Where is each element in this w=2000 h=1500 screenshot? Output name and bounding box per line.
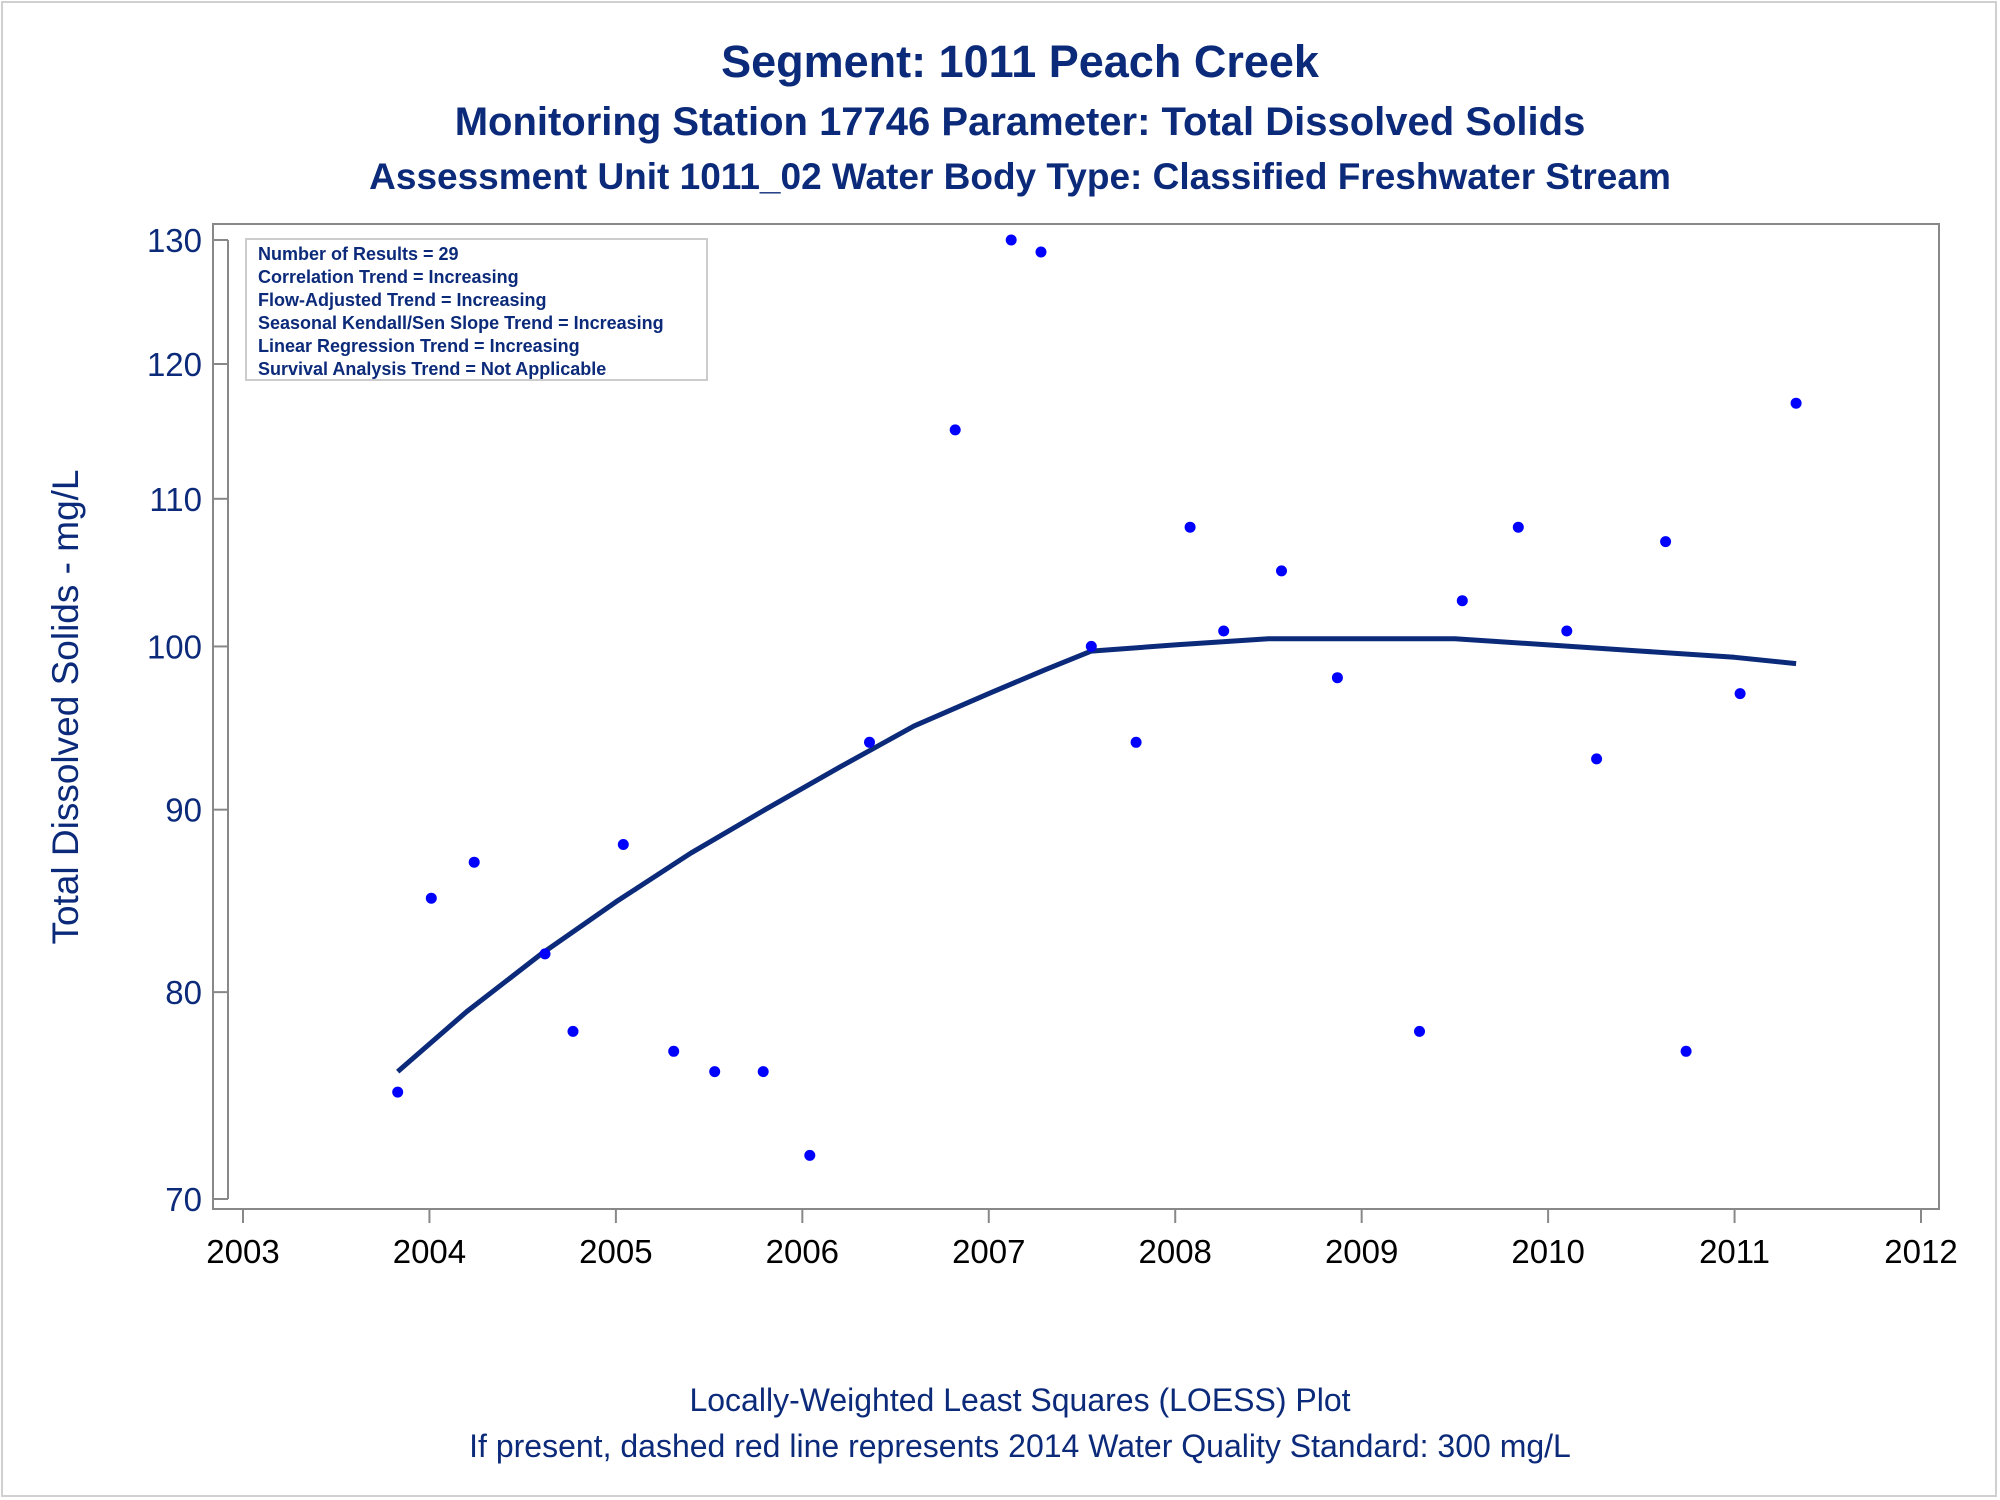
data-point bbox=[617, 839, 629, 850]
x-tick-label: 2008 bbox=[1139, 1233, 1212, 1270]
data-point bbox=[1680, 1045, 1692, 1057]
x-tick-label: 2005 bbox=[579, 1233, 652, 1270]
data-point bbox=[1660, 536, 1672, 548]
y-tick-label: 80 bbox=[165, 974, 202, 1011]
data-point bbox=[1512, 521, 1524, 533]
y-tick-label: 70 bbox=[165, 1181, 202, 1218]
x-axis: 2003 2004 2005 2006 2007 2008 2009 2010 2011 2012 bbox=[206, 1208, 1958, 1270]
data-point bbox=[392, 1086, 404, 1098]
loess-line bbox=[396, 636, 1797, 1074]
info-box-line: Flow-Adjusted Trend = Increasing bbox=[258, 290, 547, 310]
chart-subtitle-station: Monitoring Station 17746 Parameter: Tota… bbox=[454, 100, 1586, 144]
data-point bbox=[1456, 595, 1468, 607]
x-tick-label: 2006 bbox=[766, 1233, 839, 1270]
x-tick-label: 2010 bbox=[1511, 1233, 1584, 1270]
y-tick-label: 100 bbox=[147, 628, 202, 665]
data-point bbox=[668, 1045, 680, 1057]
x-tick-label: 2007 bbox=[952, 1233, 1025, 1270]
data-point bbox=[539, 948, 551, 960]
data-point bbox=[1005, 234, 1017, 246]
y-axis-label: Total Dissolved Solids - mg/L bbox=[45, 469, 86, 944]
x-tick-label: 2012 bbox=[1884, 1233, 1957, 1270]
data-point bbox=[425, 892, 437, 904]
data-point bbox=[1331, 672, 1343, 684]
info-box-line: Seasonal Kendall/Sen Slope Trend = Incre… bbox=[258, 313, 664, 333]
footnote-standard: If present, dashed red line represents 2… bbox=[469, 1428, 1571, 1464]
chart-title: Segment: 1011 Peach Creek bbox=[721, 36, 1319, 87]
data-point bbox=[757, 1066, 769, 1078]
data-point bbox=[1218, 625, 1230, 637]
x-tick-label: 2009 bbox=[1325, 1233, 1398, 1270]
data-points bbox=[392, 234, 1802, 1161]
y-tick-label: 120 bbox=[147, 346, 202, 383]
data-point bbox=[1561, 625, 1573, 637]
x-tick-label: 2011 bbox=[1699, 1233, 1770, 1270]
data-point bbox=[1276, 565, 1287, 577]
info-box-line: Linear Regression Trend = Increasing bbox=[258, 336, 580, 356]
data-point bbox=[949, 424, 961, 436]
info-box-line: Number of Results = 29 bbox=[258, 244, 459, 264]
data-point bbox=[1130, 736, 1142, 748]
y-tick-label: 130 bbox=[147, 222, 202, 259]
data-point bbox=[804, 1149, 816, 1161]
data-point bbox=[709, 1066, 721, 1078]
info-box: Number of Results = 29 Correlation Trend … bbox=[245, 238, 708, 381]
y-tick-label: 110 bbox=[149, 481, 202, 518]
y-tick-label: 90 bbox=[165, 792, 202, 829]
x-tick-label: 2003 bbox=[206, 1233, 279, 1270]
data-point bbox=[864, 736, 875, 748]
data-point bbox=[1035, 246, 1047, 258]
data-point bbox=[1591, 753, 1603, 765]
y-axis: 70 80 90 100 110 120 130 bbox=[147, 222, 229, 1218]
x-tick-label: 2004 bbox=[393, 1233, 466, 1270]
data-point bbox=[1734, 688, 1746, 700]
chart-subtitle-assessment: Assessment Unit 1011_02 Water Body Type:… bbox=[369, 156, 1671, 197]
data-point bbox=[567, 1025, 579, 1037]
data-point bbox=[1184, 521, 1196, 533]
info-box-line: Correlation Trend = Increasing bbox=[258, 267, 519, 287]
data-point bbox=[1414, 1025, 1425, 1037]
info-box-border bbox=[245, 238, 708, 381]
data-point bbox=[468, 856, 480, 868]
info-box-line: Survival Analysis Trend = Not Applicable bbox=[258, 359, 606, 379]
footnote-loess: Locally-Weighted Least Squares (LOESS) P… bbox=[689, 1382, 1351, 1418]
data-point bbox=[1085, 640, 1097, 652]
data-point bbox=[1790, 397, 1802, 409]
